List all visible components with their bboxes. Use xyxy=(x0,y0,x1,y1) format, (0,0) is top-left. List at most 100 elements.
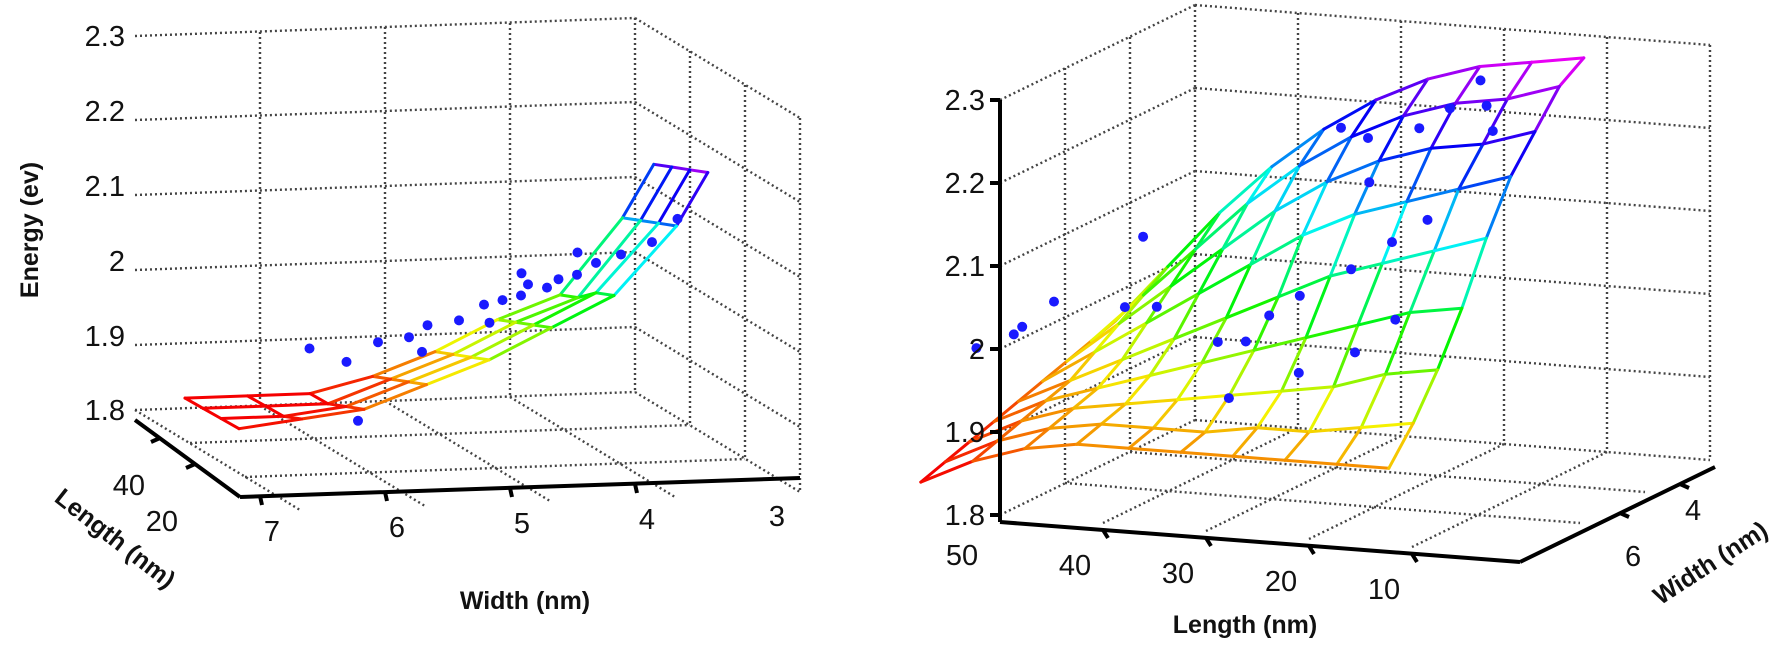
left-data-point xyxy=(553,274,564,285)
left-mesh-line xyxy=(326,377,392,406)
right-mesh-line xyxy=(1252,295,1280,352)
left-mesh-line xyxy=(670,165,692,172)
right-data-point xyxy=(1240,336,1251,347)
right-mesh-line xyxy=(1332,323,1360,389)
left-mesh-line xyxy=(621,216,642,222)
right-mesh-line xyxy=(1276,233,1305,299)
left-mesh-line xyxy=(407,355,473,384)
left-data-point xyxy=(304,343,315,354)
right-data-point xyxy=(1008,329,1019,340)
right-mesh-line xyxy=(1380,200,1409,265)
right-width-axis-line xyxy=(1519,465,1716,564)
right-mesh-line xyxy=(1478,60,1534,68)
left-mesh-line xyxy=(425,358,491,387)
right-mesh-line xyxy=(1068,350,1097,382)
right-mesh-line xyxy=(1221,209,1277,251)
right-length-axis-line xyxy=(999,520,1521,564)
right-mesh-line xyxy=(1151,426,1207,434)
left-data-point xyxy=(422,320,433,331)
left-mesh-line xyxy=(496,293,562,322)
right-mesh-line xyxy=(1249,233,1305,266)
right-data-point xyxy=(1138,231,1149,242)
left-mesh-line xyxy=(183,396,205,410)
left-mesh-line xyxy=(532,291,598,327)
right-mesh-line xyxy=(1273,180,1329,213)
right-mesh-line xyxy=(943,440,971,464)
right-mesh-line xyxy=(1297,127,1326,168)
right-width-ticks: 4 6 xyxy=(1625,495,1701,573)
right-mesh-line xyxy=(1072,402,1127,410)
right-mesh-line xyxy=(1353,200,1409,216)
left-scatter-points xyxy=(304,213,683,426)
right-length-tick: 20 xyxy=(1265,566,1297,598)
left-mesh-line xyxy=(532,323,553,330)
right-mesh-line xyxy=(1023,426,1051,451)
right-mesh-line xyxy=(1023,442,1079,451)
right-data-point xyxy=(1151,301,1162,312)
left-mesh-line xyxy=(389,377,410,384)
right-scatter-points xyxy=(971,75,1498,404)
right-data-point xyxy=(1422,214,1433,225)
right-data-point xyxy=(1346,264,1357,275)
right-mesh-line xyxy=(1405,187,1461,204)
right-mesh-line xyxy=(1280,336,1308,393)
right-mesh-line xyxy=(1093,322,1121,354)
left-x-axis-label: Width (nm) xyxy=(460,587,590,615)
right-mesh-line xyxy=(1044,379,1072,403)
left-mesh-line xyxy=(371,374,392,381)
right-axes xyxy=(990,98,1716,564)
right-z-ticks: 2.3 2.2 2.1 2 1.9 1.8 xyxy=(945,85,985,532)
left-z-ticks: 2.3 2.2 2.1 2 1.9 1.8 xyxy=(85,21,125,427)
right-mesh-line xyxy=(1176,393,1231,402)
right-mesh-line xyxy=(1117,284,1173,326)
right-mesh-line xyxy=(1172,292,1201,341)
right-mesh-line xyxy=(1276,274,1332,299)
left-x-tick: 4 xyxy=(639,504,655,536)
right-mesh-line xyxy=(1377,114,1405,163)
right-surface-mesh xyxy=(919,56,1586,484)
right-length-ticks: 50 40 30 20 10 xyxy=(946,540,1400,606)
right-data-point xyxy=(1293,367,1304,378)
left-mesh-line xyxy=(183,394,249,400)
right-data-point xyxy=(1475,75,1486,86)
right-mesh-line xyxy=(1408,306,1464,314)
right-mesh-line xyxy=(1505,84,1561,101)
right-mesh-line xyxy=(1255,426,1311,434)
right-mesh-line xyxy=(1509,130,1537,178)
left-data-point xyxy=(516,268,527,279)
left-data-point xyxy=(647,237,657,248)
right-mesh-line xyxy=(1044,386,1100,403)
left-mesh-line xyxy=(688,168,710,174)
right-mesh-line xyxy=(1221,202,1249,251)
right-mesh-line xyxy=(1328,212,1357,278)
right-mesh-line xyxy=(1307,385,1335,434)
right-mesh-line xyxy=(1297,135,1353,168)
right-mesh-line xyxy=(971,439,999,463)
right-mesh-line xyxy=(1224,295,1280,320)
left-x-ticks: 7 6 5 4 3 xyxy=(264,501,785,548)
right-mesh-line xyxy=(1075,422,1103,446)
left-data-point xyxy=(542,282,552,293)
left-data-point xyxy=(672,213,683,224)
left-mesh-line xyxy=(389,352,455,381)
left-mesh-line xyxy=(652,162,674,169)
left-mesh-line xyxy=(246,392,312,398)
right-mesh-line xyxy=(1325,159,1381,184)
right-data-point xyxy=(1387,237,1397,248)
right-mesh-line xyxy=(1349,98,1378,139)
right-mesh-line xyxy=(1332,372,1387,389)
left-z-tick: 2 xyxy=(109,246,125,278)
right-length-tick: 30 xyxy=(1162,558,1194,590)
left-mesh-line xyxy=(219,417,241,431)
right-mesh-line xyxy=(1093,321,1149,354)
right-mesh-line xyxy=(1245,165,1274,205)
right-mesh-line xyxy=(1224,262,1253,320)
right-data-point xyxy=(1336,122,1346,133)
right-data-point xyxy=(1414,123,1425,134)
left-data-point xyxy=(616,249,626,260)
right-mesh-line xyxy=(1405,146,1433,204)
right-mesh-line xyxy=(1245,164,1301,205)
right-mesh-line xyxy=(1505,60,1534,101)
left-mesh-line xyxy=(264,404,285,418)
